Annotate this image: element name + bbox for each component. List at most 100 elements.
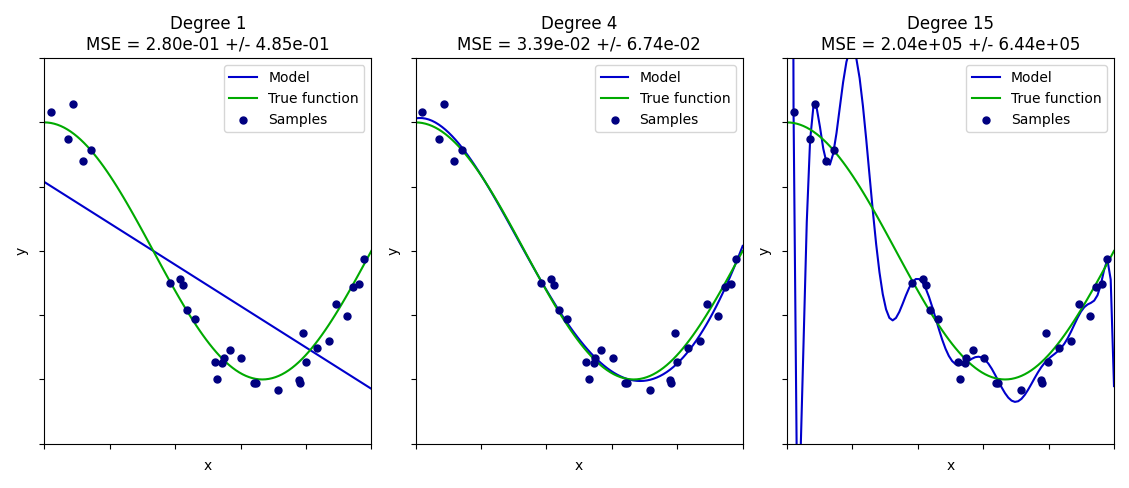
Samples [921, 305, 939, 313]
Model [716, 290, 729, 296]
Model [979, 357, 992, 363]
Samples [987, 380, 1005, 387]
True function [780, 120, 794, 125]
Samples [215, 354, 233, 362]
Samples [929, 315, 947, 323]
Samples [435, 100, 453, 108]
Samples [1050, 344, 1068, 352]
Samples [307, 344, 325, 352]
True function [577, 345, 590, 351]
Model [607, 370, 621, 376]
True function [975, 369, 989, 375]
Model [736, 243, 750, 249]
Samples [604, 354, 622, 362]
Samples [698, 300, 716, 307]
Samples [825, 146, 843, 154]
True function [365, 248, 378, 254]
True function [736, 248, 750, 254]
Model [100, 219, 114, 224]
Samples [593, 346, 611, 354]
Model [338, 369, 351, 375]
Samples [640, 386, 658, 393]
Model [475, 173, 489, 179]
Samples [545, 281, 563, 289]
X-axis label: x: x [946, 459, 955, 473]
True function [1084, 290, 1097, 296]
Samples [802, 135, 820, 143]
Samples [975, 354, 994, 362]
Samples [295, 329, 313, 337]
Samples [1012, 386, 1030, 393]
Samples [662, 376, 680, 384]
Samples [727, 255, 745, 263]
Samples [320, 337, 338, 345]
Samples [413, 108, 431, 116]
True function [723, 272, 736, 278]
Samples [290, 376, 308, 384]
Samples [73, 157, 91, 164]
Samples [785, 108, 803, 116]
Line: Model: Model [44, 182, 371, 389]
True function [255, 377, 269, 383]
Title: Degree 15
MSE = 2.04e+05 +/- 6.44e+05: Degree 15 MSE = 2.04e+05 +/- 6.44e+05 [821, 15, 1080, 54]
Samples [679, 344, 697, 352]
Samples [586, 354, 604, 362]
Line: Model: Model [415, 118, 743, 381]
Model [1084, 300, 1097, 306]
Samples [957, 354, 975, 362]
Samples [1080, 312, 1099, 320]
Samples [989, 379, 1007, 386]
Samples [913, 275, 931, 283]
True function [37, 120, 51, 125]
True function [205, 345, 219, 351]
Samples [948, 358, 966, 366]
Samples [63, 100, 81, 108]
Samples [1040, 358, 1058, 366]
Samples [350, 281, 368, 288]
True function [604, 369, 618, 375]
Samples [59, 135, 77, 143]
Model [205, 285, 219, 291]
Samples [174, 281, 192, 289]
Samples [178, 305, 196, 313]
True function [843, 168, 857, 174]
Legend: Model, True function, Samples: Model, True function, Samples [224, 65, 365, 132]
Samples [344, 283, 362, 291]
Line: True function: True function [44, 122, 371, 380]
Line: Model: Model [787, 0, 1114, 471]
Samples [221, 346, 239, 354]
Samples [1093, 281, 1111, 288]
Legend: Model, True function, Samples: Model, True function, Samples [595, 65, 736, 132]
Samples [430, 135, 448, 143]
True function [998, 377, 1012, 383]
Model [1108, 383, 1121, 389]
Samples [668, 358, 686, 366]
Model [1094, 282, 1108, 288]
Samples [160, 280, 178, 287]
True function [409, 120, 422, 125]
True function [627, 377, 640, 383]
Samples [269, 386, 287, 393]
Model [412, 115, 426, 121]
Samples [903, 280, 921, 287]
Samples [615, 380, 633, 387]
True function [233, 369, 246, 375]
Model [488, 195, 501, 201]
True function [114, 189, 128, 195]
Samples [356, 255, 374, 263]
True function [100, 168, 114, 174]
Samples [917, 281, 935, 289]
Samples [806, 100, 824, 108]
Samples [245, 380, 263, 387]
Samples [716, 283, 734, 291]
Samples [550, 305, 568, 313]
Samples [1033, 380, 1051, 387]
X-axis label: x: x [203, 459, 212, 473]
Model [847, 46, 860, 52]
True function [856, 189, 869, 195]
Samples [297, 358, 315, 366]
True function [712, 290, 726, 296]
Model [952, 362, 965, 368]
Samples [721, 281, 739, 288]
Samples [213, 360, 231, 367]
